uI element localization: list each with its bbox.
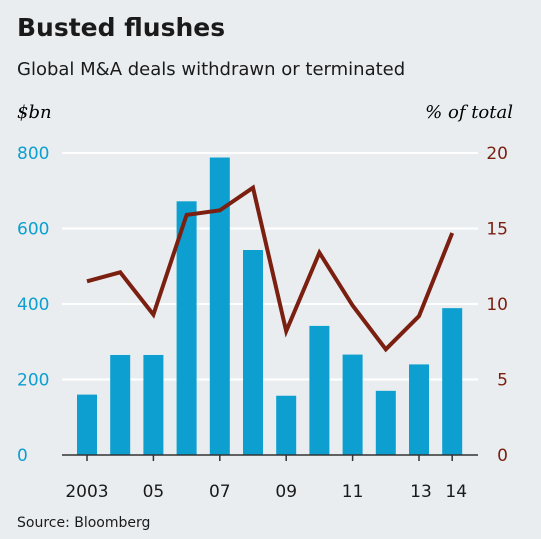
- chart-title: Busted flushes: [17, 13, 225, 42]
- x-tick-label: 09: [275, 482, 297, 502]
- bar: [276, 395, 297, 455]
- right-tick-label: 15: [486, 220, 508, 240]
- bar: [375, 390, 396, 455]
- series-line: [86, 184, 455, 353]
- grid-lines: [62, 152, 478, 381]
- x-tick-label: 2003: [65, 482, 108, 502]
- x-tick-label: 07: [209, 482, 231, 502]
- right-tick-label: 20: [486, 144, 508, 164]
- chart-subtitle: Global M&A deals withdrawn or terminated: [17, 59, 405, 80]
- left-tick-label: 0: [17, 446, 28, 466]
- left-tick-label: 200: [17, 371, 49, 391]
- x-tick-label: 05: [143, 482, 165, 502]
- bar-series: [62, 157, 478, 456]
- left-tick-label: 400: [17, 295, 49, 315]
- x-tick-label: 14: [445, 482, 467, 502]
- y-axis-ticks: 0 200 400 600 800 0 5 10 15 20: [17, 144, 508, 466]
- bar: [77, 394, 97, 455]
- right-tick-label: 5: [497, 371, 508, 391]
- right-axis-unit: % of total: [425, 102, 513, 123]
- left-tick-label: 600: [17, 220, 49, 240]
- bar: [442, 308, 463, 455]
- bar: [143, 354, 164, 455]
- x-tick-label: 13: [410, 482, 432, 502]
- line-series: [86, 184, 455, 353]
- bar: [342, 354, 363, 455]
- x-axis-ticks: 2003 05 07 09 11 13 14: [65, 455, 467, 502]
- bar: [409, 364, 429, 455]
- x-tick-label: 11: [342, 482, 364, 502]
- left-tick-label: 800: [17, 144, 49, 164]
- right-tick-label: 0: [497, 446, 508, 466]
- bar: [209, 157, 230, 455]
- bar: [110, 354, 131, 455]
- right-tick-label: 10: [486, 295, 508, 315]
- bar: [176, 201, 197, 455]
- source-note: Source: Bloomberg: [17, 515, 150, 531]
- bar: [243, 250, 263, 455]
- left-axis-unit: $bn: [17, 102, 52, 123]
- bar: [309, 325, 330, 455]
